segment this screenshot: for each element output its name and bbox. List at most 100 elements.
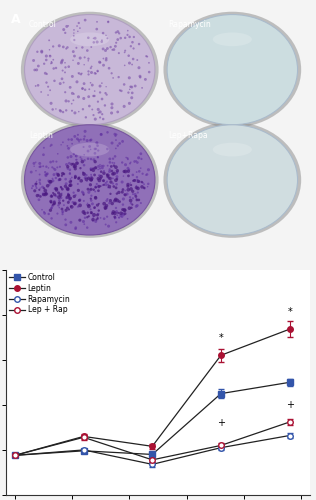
Text: +: + [217, 418, 225, 428]
Point [69, 152, 74, 160]
Point [42, 184, 47, 192]
Point [106, 222, 111, 230]
Point [65, 154, 70, 162]
Point [68, 181, 73, 189]
Point [88, 164, 93, 172]
Point [113, 144, 118, 152]
Point [33, 158, 38, 166]
Point [85, 213, 90, 221]
Point [82, 210, 87, 218]
Point [115, 108, 120, 116]
Point [44, 52, 49, 60]
Ellipse shape [163, 122, 301, 238]
Point [32, 160, 37, 168]
Point [88, 185, 94, 193]
Point [61, 43, 66, 51]
Point [107, 166, 112, 173]
Point [88, 136, 94, 144]
Point [89, 209, 94, 217]
Point [59, 194, 64, 202]
Point [52, 170, 57, 178]
Point [136, 178, 141, 186]
Point [64, 160, 69, 168]
Point [30, 182, 35, 190]
Point [50, 106, 55, 114]
Point [137, 178, 142, 186]
Point [114, 130, 119, 138]
Point [66, 192, 71, 200]
Point [38, 180, 43, 188]
Point [76, 186, 81, 194]
Point [63, 64, 68, 72]
Point [138, 164, 143, 172]
Point [73, 172, 78, 180]
Point [118, 34, 123, 42]
Point [94, 18, 100, 26]
Point [72, 109, 77, 117]
Point [66, 194, 71, 202]
Point [47, 36, 52, 44]
Point [131, 44, 136, 52]
Point [110, 159, 115, 167]
Point [58, 80, 63, 88]
Point [48, 52, 53, 60]
Point [81, 94, 86, 102]
Point [86, 212, 91, 220]
Point [88, 180, 93, 188]
Point [145, 182, 150, 190]
Point [81, 168, 86, 176]
Point [95, 214, 100, 222]
Point [82, 214, 88, 222]
Point [70, 160, 76, 168]
Point [36, 82, 41, 90]
Point [107, 174, 112, 182]
Point [61, 170, 66, 178]
Point [103, 204, 108, 212]
Point [82, 54, 87, 62]
Point [124, 154, 129, 162]
Point [49, 59, 54, 67]
Point [101, 176, 106, 184]
Point [91, 111, 96, 119]
Point [138, 150, 143, 158]
Point [78, 164, 83, 172]
Point [65, 186, 70, 194]
Point [68, 181, 73, 189]
Point [82, 220, 87, 228]
Point [105, 128, 110, 136]
Point [100, 29, 106, 37]
Point [102, 102, 107, 110]
Point [43, 190, 48, 198]
Point [78, 136, 83, 143]
Point [56, 172, 61, 179]
Point [142, 184, 147, 192]
Point [89, 165, 94, 173]
Point [63, 221, 68, 229]
Point [82, 170, 87, 178]
Point [89, 192, 94, 200]
Point [34, 180, 39, 188]
Point [128, 179, 133, 187]
Point [91, 156, 96, 164]
Point [123, 160, 128, 168]
Point [60, 210, 65, 218]
Point [113, 28, 118, 36]
Point [87, 201, 92, 209]
Point [100, 45, 106, 53]
Point [79, 177, 84, 185]
Point [115, 166, 120, 174]
Point [110, 46, 115, 54]
Point [123, 168, 128, 175]
Point [98, 162, 103, 170]
Ellipse shape [70, 142, 109, 156]
Point [93, 164, 98, 172]
Point [80, 105, 85, 113]
Point [64, 180, 69, 188]
Point [69, 174, 74, 182]
Point [112, 197, 117, 205]
Point [92, 211, 97, 219]
Point [105, 195, 110, 203]
Point [120, 158, 125, 166]
Point [66, 190, 71, 198]
Point [137, 168, 142, 175]
